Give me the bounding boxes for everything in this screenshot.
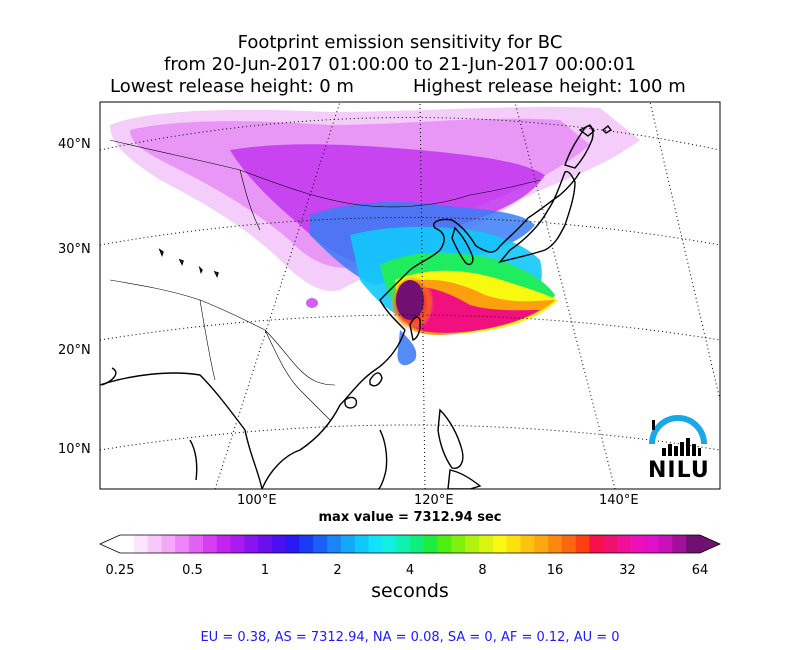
colorbar-segment — [437, 535, 453, 553]
colorbar-segment — [327, 535, 342, 553]
colorbar-segment — [189, 535, 204, 553]
nilu-logo-skyline — [652, 420, 701, 456]
colorbar-segment — [410, 535, 425, 553]
colorbar-extend-low — [100, 535, 120, 553]
colorbar-tick-label: 8 — [478, 563, 487, 578]
chart-subtitle: from 20-Jun-2017 01:00:00 to 21-Jun-2017… — [164, 54, 636, 75]
map-area — [100, 102, 720, 489]
colorbar-segment — [603, 535, 618, 553]
lat-tick-label: 30°N — [58, 242, 91, 257]
colorbar-segment — [147, 535, 163, 553]
colorbar-segment — [244, 535, 259, 553]
colorbar-segment — [340, 535, 356, 553]
lowest-release-height: Lowest release height: 0 m — [110, 76, 354, 97]
colorbar-segment — [299, 535, 314, 553]
colorbar-segment — [230, 535, 245, 553]
colorbar-tick-label: 32 — [619, 563, 636, 578]
colorbar-tick-label: 64 — [691, 563, 709, 578]
colorbar-segment — [686, 535, 701, 553]
colorbar-segment — [285, 535, 301, 553]
colorbar-segment — [258, 535, 273, 553]
colorbar-tick-label: 2 — [333, 563, 342, 578]
colorbar-segment — [354, 535, 370, 553]
colorbar-segment — [479, 535, 494, 553]
chart-title: Footprint emission sensitivity for BC — [237, 32, 563, 53]
colorbar-segment — [534, 535, 549, 553]
colorbar-segment — [451, 535, 466, 553]
max-value-label: max value = 7312.94 sec — [318, 510, 502, 525]
colorbar-segment — [175, 535, 190, 553]
highest-release-height: Highest release height: 100 m — [413, 76, 686, 97]
lon-tick-label: 120°E — [414, 493, 454, 508]
colorbar-label: seconds — [371, 580, 449, 602]
nilu-logo-text: NILU — [648, 458, 710, 483]
nilu-logo — [649, 415, 707, 456]
colorbar-tick-label: 16 — [546, 563, 564, 578]
map-frame — [99, 101, 721, 490]
colorbar-segment — [368, 535, 383, 553]
lon-tick-label: 140°E — [599, 493, 639, 508]
graticule — [100, 102, 720, 489]
colorbar-tick-label: 0.25 — [105, 563, 135, 578]
colorbar — [99, 534, 721, 554]
country-borders — [109, 139, 541, 421]
colorbar-segment — [216, 535, 232, 553]
colorbar-segment — [672, 535, 687, 553]
colorbar-segment — [575, 535, 591, 553]
colorbar-tick-label: 1 — [260, 563, 270, 578]
colorbar-segment — [630, 535, 646, 553]
colorbar-segment — [271, 535, 287, 553]
colorbar-segment — [506, 535, 522, 553]
colorbar-segment — [313, 535, 328, 553]
colorbar-segment — [520, 535, 535, 553]
colorbar-segment — [120, 535, 135, 553]
colorbar-segment — [589, 535, 604, 553]
colorbar-segment — [465, 535, 480, 553]
colorbar-segment — [644, 535, 660, 553]
colorbar-tick-label: 0.5 — [182, 563, 203, 578]
coastlines — [100, 124, 613, 489]
colorbar-segment — [161, 535, 176, 553]
lon-tick-label: 100°E — [237, 493, 277, 508]
colorbar-segment — [423, 535, 439, 553]
colorbar-segment — [548, 535, 563, 553]
footprint-plume — [110, 106, 640, 366]
lat-tick-label: 10°N — [58, 442, 91, 457]
colorbar-outline — [99, 534, 721, 554]
colorbar-segment — [396, 535, 411, 553]
colorbar-segment — [202, 535, 218, 553]
colorbar-segment — [382, 535, 397, 553]
colorbar-tick-label: 4 — [405, 563, 415, 578]
lat-tick-label: 20°N — [58, 343, 91, 358]
region-totals: EU = 0.38, AS = 7312.94, NA = 0.08, SA =… — [200, 630, 620, 645]
colorbar-segment — [617, 535, 632, 553]
nilu-logo-arc — [649, 415, 707, 445]
colorbar-segment — [133, 535, 149, 553]
colorbar-extend-high — [700, 535, 720, 553]
colorbar-segment — [492, 535, 508, 553]
colorbar-segment — [658, 535, 673, 553]
lat-tick-label: 40°N — [58, 137, 91, 152]
colorbar-segment — [561, 535, 577, 553]
